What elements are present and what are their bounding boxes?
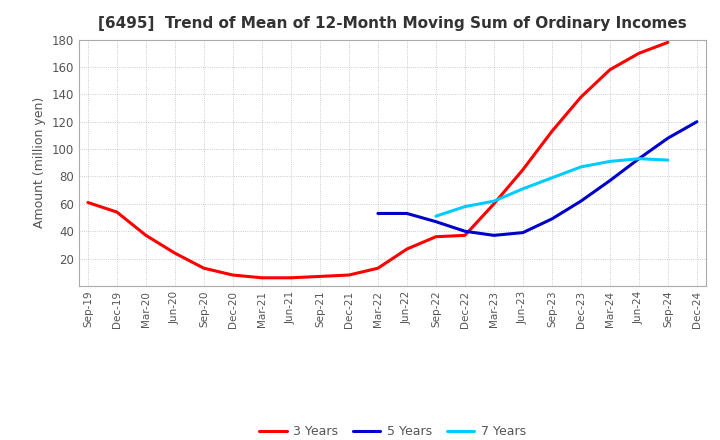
3 Years [374, 266, 382, 271]
3 Years [577, 95, 585, 100]
Y-axis label: Amount (million yen): Amount (million yen) [33, 97, 46, 228]
3 Years [171, 250, 179, 256]
7 Years [664, 158, 672, 163]
7 Years [431, 213, 440, 219]
3 Years [548, 128, 557, 134]
Title: [6495]  Trend of Mean of 12-Month Moving Sum of Ordinary Incomes: [6495] Trend of Mean of 12-Month Moving … [98, 16, 687, 32]
7 Years [490, 198, 498, 204]
3 Years [664, 40, 672, 45]
7 Years [634, 156, 643, 161]
5 Years [461, 229, 469, 234]
3 Years [315, 274, 324, 279]
5 Years [402, 211, 411, 216]
5 Years [634, 156, 643, 161]
7 Years [577, 164, 585, 169]
3 Years [112, 209, 121, 215]
5 Years [490, 233, 498, 238]
3 Years [84, 200, 92, 205]
3 Years [431, 234, 440, 239]
Line: 7 Years: 7 Years [436, 159, 668, 216]
5 Years [577, 198, 585, 204]
3 Years [490, 201, 498, 206]
3 Years [287, 275, 295, 280]
3 Years [461, 233, 469, 238]
7 Years [461, 204, 469, 209]
3 Years [258, 275, 266, 280]
3 Years [606, 67, 614, 72]
Legend: 3 Years, 5 Years, 7 Years: 3 Years, 5 Years, 7 Years [254, 420, 531, 440]
7 Years [606, 159, 614, 164]
5 Years [606, 178, 614, 183]
5 Years [548, 216, 557, 222]
3 Years [518, 167, 527, 172]
3 Years [199, 266, 208, 271]
3 Years [402, 246, 411, 252]
Line: 5 Years: 5 Years [378, 122, 697, 235]
3 Years [634, 51, 643, 56]
5 Years [374, 211, 382, 216]
5 Years [431, 219, 440, 224]
7 Years [548, 175, 557, 180]
5 Years [664, 136, 672, 141]
5 Years [693, 119, 701, 125]
3 Years [142, 233, 150, 238]
7 Years [518, 186, 527, 191]
3 Years [345, 272, 354, 278]
Line: 3 Years: 3 Years [88, 42, 668, 278]
5 Years [518, 230, 527, 235]
3 Years [228, 272, 237, 278]
